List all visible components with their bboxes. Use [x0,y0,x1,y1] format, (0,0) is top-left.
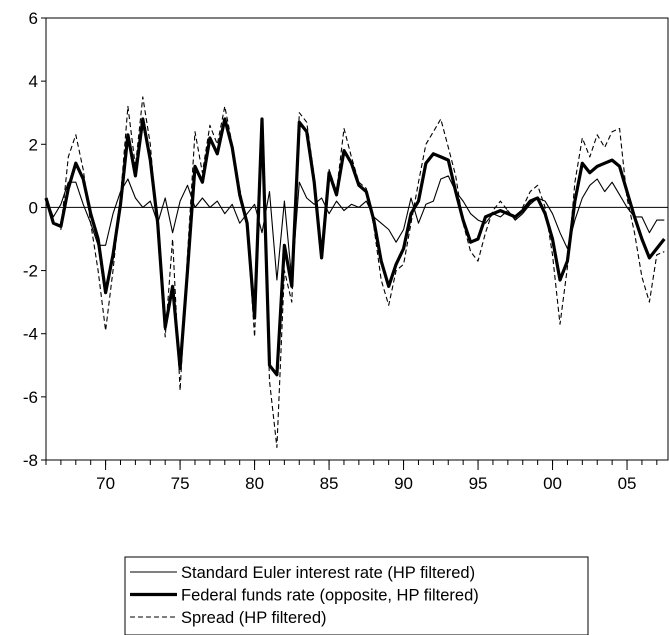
y-tick-label: 0 [29,198,38,217]
series-line-1 [45,175,665,281]
legend: Standard Euler interest rate (HP filtere… [124,556,589,635]
x-tick-label: 70 [96,474,115,493]
y-tick-label: -2 [23,262,38,281]
y-tick-label: 2 [29,135,38,154]
x-tick-label: 90 [394,474,413,493]
plot-frame [45,17,669,461]
legend-label-1: Standard Euler interest rate (HP filtere… [181,564,475,582]
y-tick-label: 4 [29,72,38,91]
x-tick-label: 80 [245,474,264,493]
legend-label-2: Federal funds rate (opposite, HP filtere… [181,587,479,605]
x-tick-label: 85 [320,474,339,493]
legend-box [124,556,589,635]
x-tick-label: 00 [543,474,562,493]
series-line-2 [44,117,666,377]
series-lines [44,96,666,448]
x-tick-label: 95 [469,474,488,493]
y-tick-label: 6 [29,9,38,28]
x-tick-label: 75 [171,474,190,493]
axes: -8 -6 -4 -2 0 2 4 6 70 75 80 85 90 95 00 05 [23,9,669,493]
legend-label-3: Spread (HP filtered) [181,609,327,627]
y-tick-label: -6 [23,388,38,407]
x-tick-label: 05 [618,474,637,493]
y-tick-label: -8 [23,451,38,470]
y-tick-label: -4 [23,325,38,344]
